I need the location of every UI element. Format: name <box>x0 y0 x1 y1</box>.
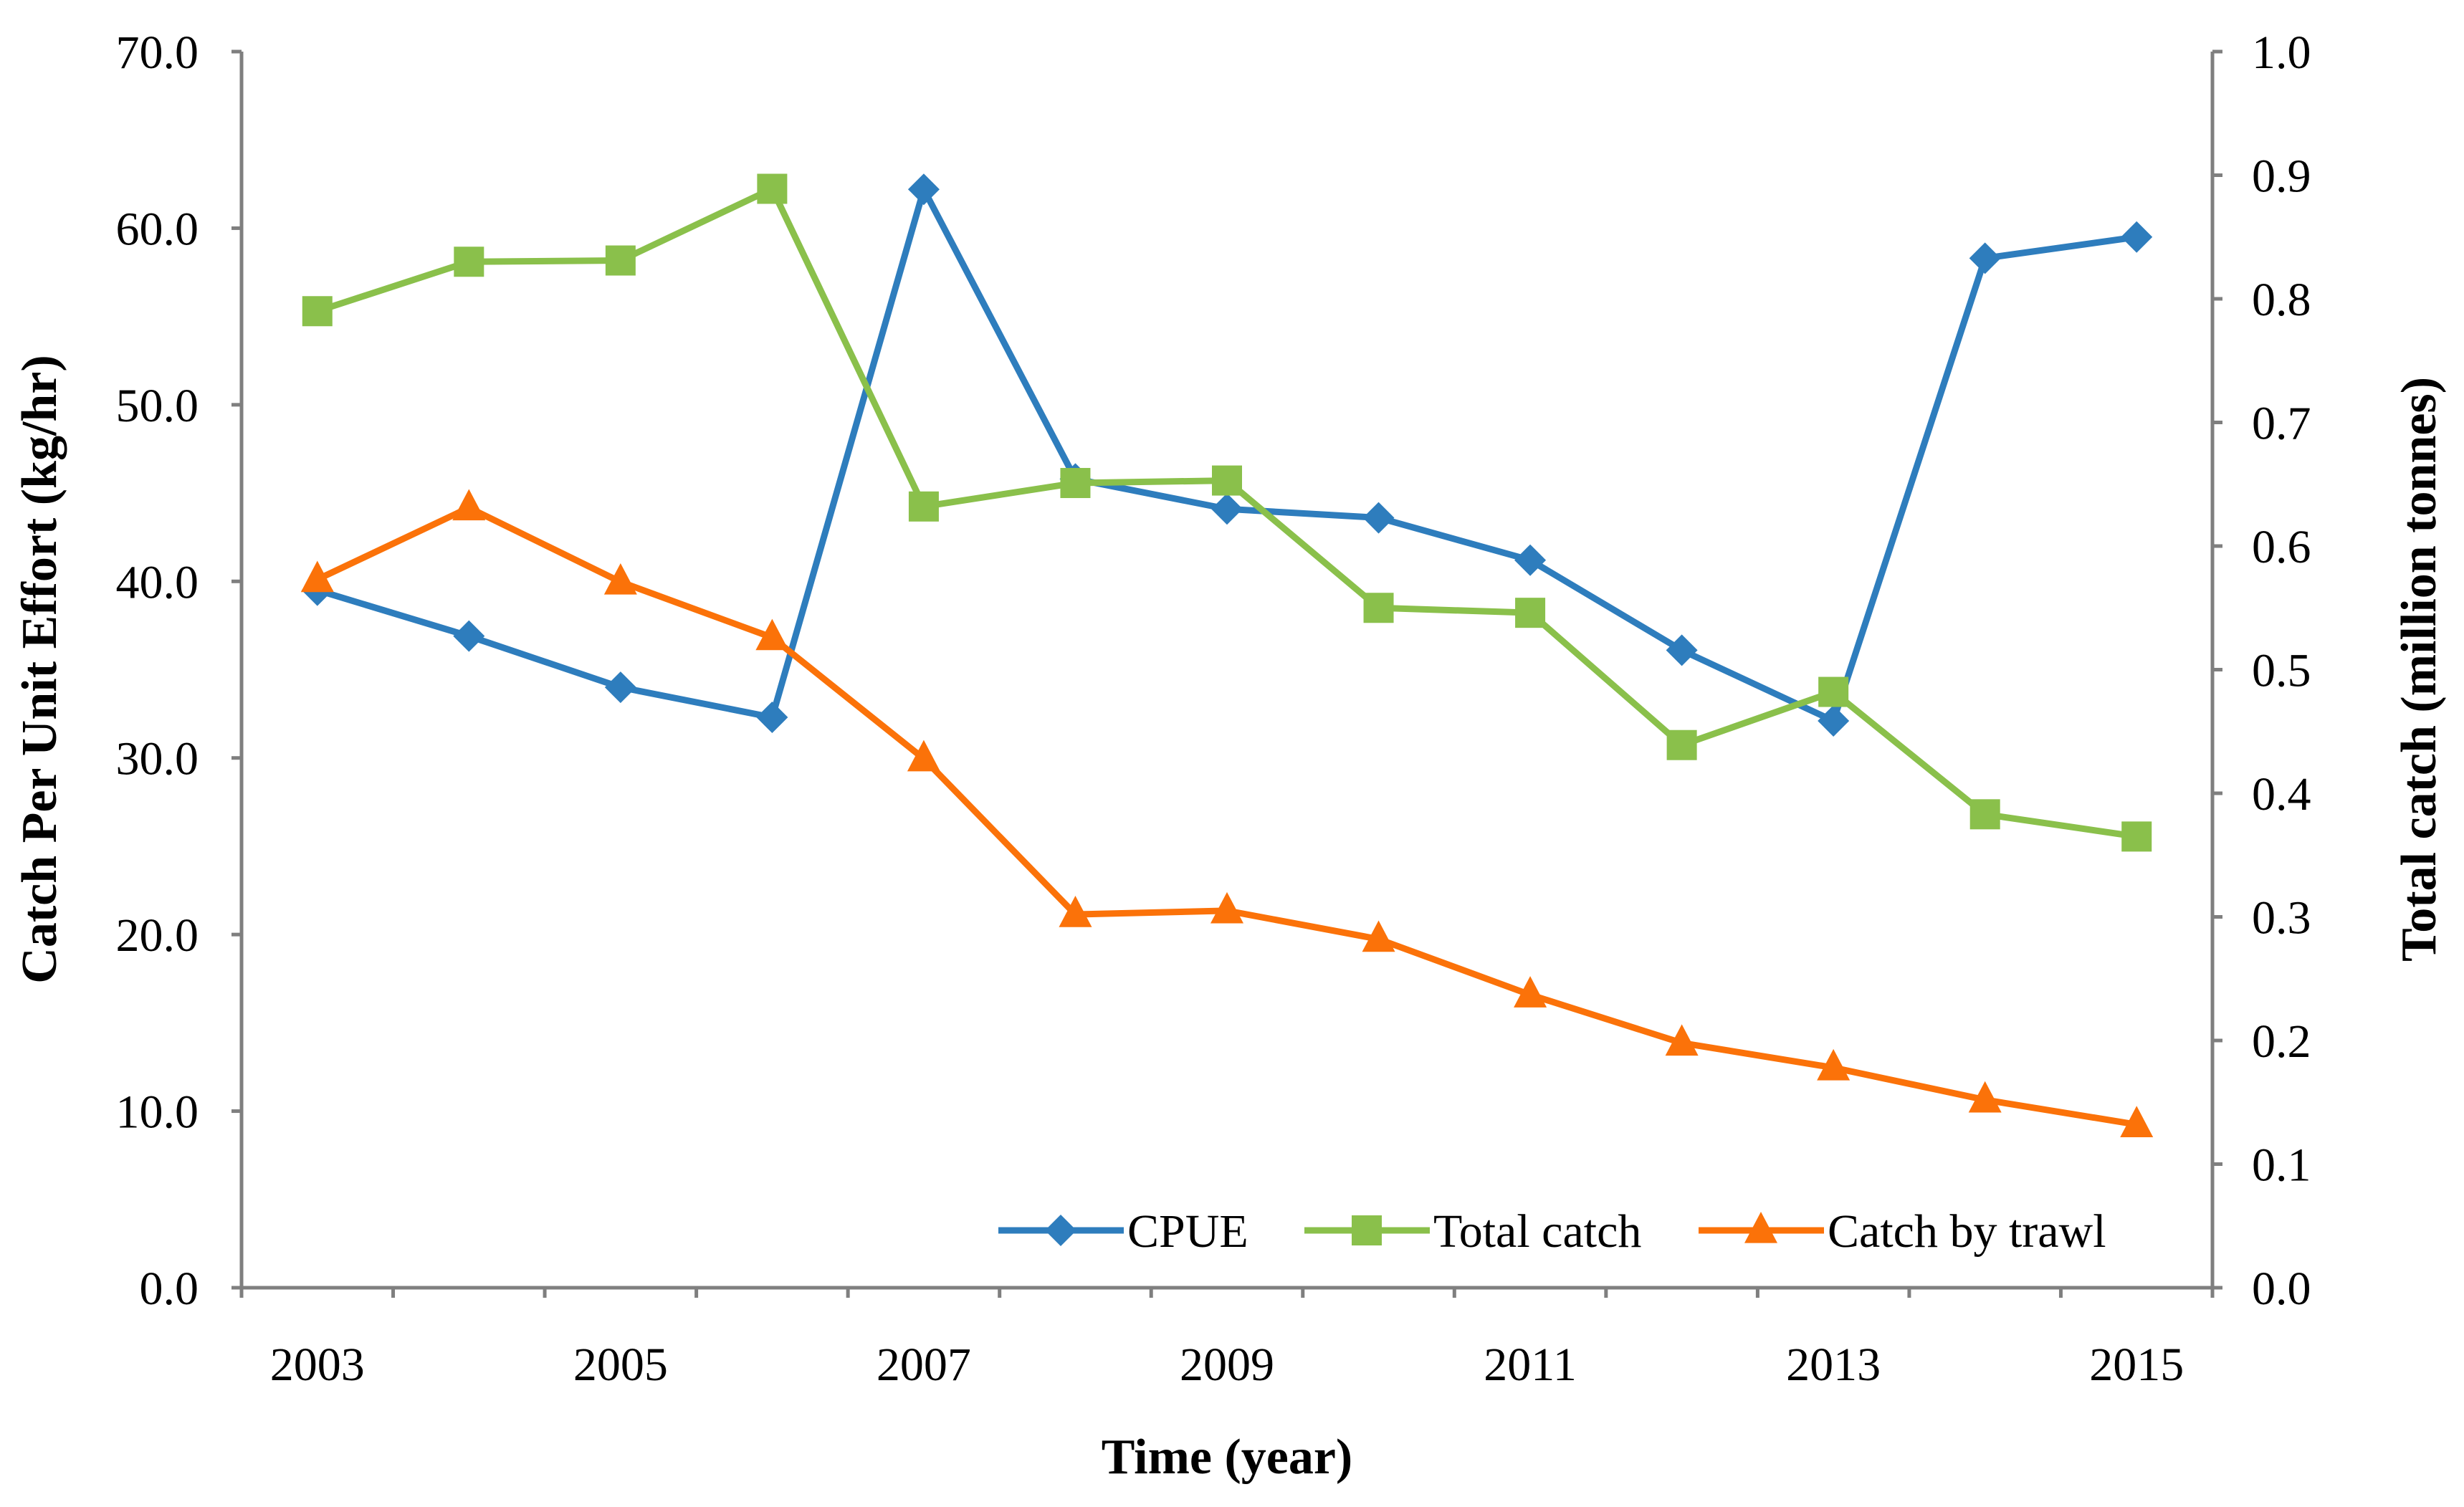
x-tick-label: 2015 <box>2089 1339 2184 1391</box>
total-catch-point <box>454 247 484 277</box>
total-catch-point <box>605 245 636 276</box>
catch-by-trawl-point <box>1514 976 1547 1008</box>
right-tick-label: 0.1 <box>2252 1139 2311 1192</box>
total-catch-point <box>1363 593 1394 623</box>
x-tick-label: 2003 <box>270 1339 365 1391</box>
cpue-line <box>316 186 2137 724</box>
total-catch-point <box>1818 676 1849 707</box>
x-tick-label: 2005 <box>573 1339 668 1391</box>
series-layer <box>300 173 2154 1137</box>
cpue-point <box>1362 502 1395 534</box>
right-tick-label: 0.9 <box>2252 150 2311 203</box>
cpue-point <box>453 620 485 652</box>
catch-by-trawl-line <box>315 504 2137 1128</box>
cpue-point <box>1969 242 2001 274</box>
x-tick-label: 2011 <box>1484 1339 1577 1391</box>
left-tick-label: 50.0 <box>116 380 199 432</box>
cpue-point <box>2121 221 2153 253</box>
left-tick-label: 40.0 <box>116 556 199 608</box>
cpue-point <box>1666 634 1698 666</box>
left-tick-label: 20.0 <box>116 909 199 962</box>
cpue-point <box>1211 493 1243 525</box>
catch-by-trawl-point <box>452 489 486 521</box>
total-catch-point <box>1212 465 1242 496</box>
right-tick-label: 0.3 <box>2252 892 2311 944</box>
legend-swatch-marker <box>1352 1215 1382 1245</box>
catch-by-trawl-point <box>907 740 940 772</box>
total-catch-point <box>302 296 333 327</box>
cpue-point <box>907 173 940 206</box>
legend-swatch-marker <box>1045 1215 1076 1246</box>
catch-by-trawl-point <box>1817 1048 1851 1081</box>
legend-label: CPUE <box>1127 1205 1248 1258</box>
left-y-axis-title: Catch Per Unit Effort (kg/hr) <box>12 355 67 983</box>
x-axis-title: Time (year) <box>1102 1430 1353 1485</box>
left-tick-label: 0.0 <box>140 1263 199 1315</box>
left-tick-label: 10.0 <box>116 1086 199 1139</box>
legend: CPUE Total catch Catch by trawl <box>998 1205 2106 1258</box>
total-catch-point <box>1969 799 2000 830</box>
catch-by-trawl-point <box>1059 896 1092 927</box>
cpue-point <box>1514 544 1547 576</box>
right-tick-label: 0.4 <box>2252 768 2311 821</box>
left-tick-label: 70.0 <box>116 27 199 79</box>
legend-swatch-marker <box>1744 1211 1777 1243</box>
right-tick-label: 0.8 <box>2252 274 2311 326</box>
x-tick-label: 2007 <box>877 1339 971 1391</box>
legend-item-cpue: CPUE <box>998 1205 1248 1258</box>
catch-by-trawl-point <box>300 560 334 593</box>
cpue-point <box>756 702 788 734</box>
total-catch-point <box>1060 468 1091 499</box>
right-tick-label: 0.7 <box>2252 398 2311 450</box>
legend-label: Catch by trawl <box>1828 1205 2106 1258</box>
total-catch-point <box>1666 729 1697 760</box>
catch-by-trawl-point <box>1665 1024 1699 1056</box>
catch-by-trawl-point <box>603 563 637 595</box>
catch-by-trawl-point <box>755 618 789 651</box>
series-total-catch <box>302 173 2152 852</box>
right-tick-label: 0.2 <box>2252 1015 2311 1068</box>
left-y-ticks: 0.0 10.0 20.0 30.0 40.0 50.0 60.0 70.0 <box>116 27 242 1315</box>
legend-item-total-catch: Total catch <box>1304 1205 1641 1258</box>
catch-by-trawl-point <box>1210 891 1243 924</box>
total-catch-point <box>1515 598 1546 628</box>
cpue-point <box>604 671 636 704</box>
right-tick-label: 1.0 <box>2252 27 2311 79</box>
legend-item-catch-by-trawl: Catch by trawl <box>1699 1205 2106 1258</box>
x-tick-label: 2013 <box>1786 1339 1881 1391</box>
right-y-ticks: 0.0 0.1 0.2 0.3 0.4 0.5 0.6 0.7 0.8 0.9 1.0 <box>2212 27 2311 1315</box>
total-catch-point <box>2121 821 2152 852</box>
legend-label: Total catch <box>1433 1205 1641 1258</box>
total-catch-point <box>757 173 788 204</box>
right-y-axis-title: Total catch (million tonnes) <box>2392 377 2447 962</box>
left-tick-label: 30.0 <box>116 733 199 785</box>
right-tick-label: 0.5 <box>2252 645 2311 697</box>
catch-by-trawl-point <box>1968 1081 2002 1113</box>
right-tick-label: 0.0 <box>2252 1263 2311 1315</box>
left-tick-label: 60.0 <box>116 203 199 255</box>
cpue-point <box>1818 704 1850 737</box>
x-ticks: 2003 2005 2007 2009 2011 2013 2015 <box>239 1288 2215 1391</box>
total-catch-point <box>908 491 939 522</box>
right-tick-label: 0.6 <box>2252 521 2311 573</box>
catch-by-trawl-point <box>2120 1106 2154 1137</box>
catch-by-trawl-point <box>1362 920 1395 952</box>
series-catch-by-trawl <box>300 489 2154 1137</box>
x-tick-label: 2009 <box>1180 1339 1274 1391</box>
